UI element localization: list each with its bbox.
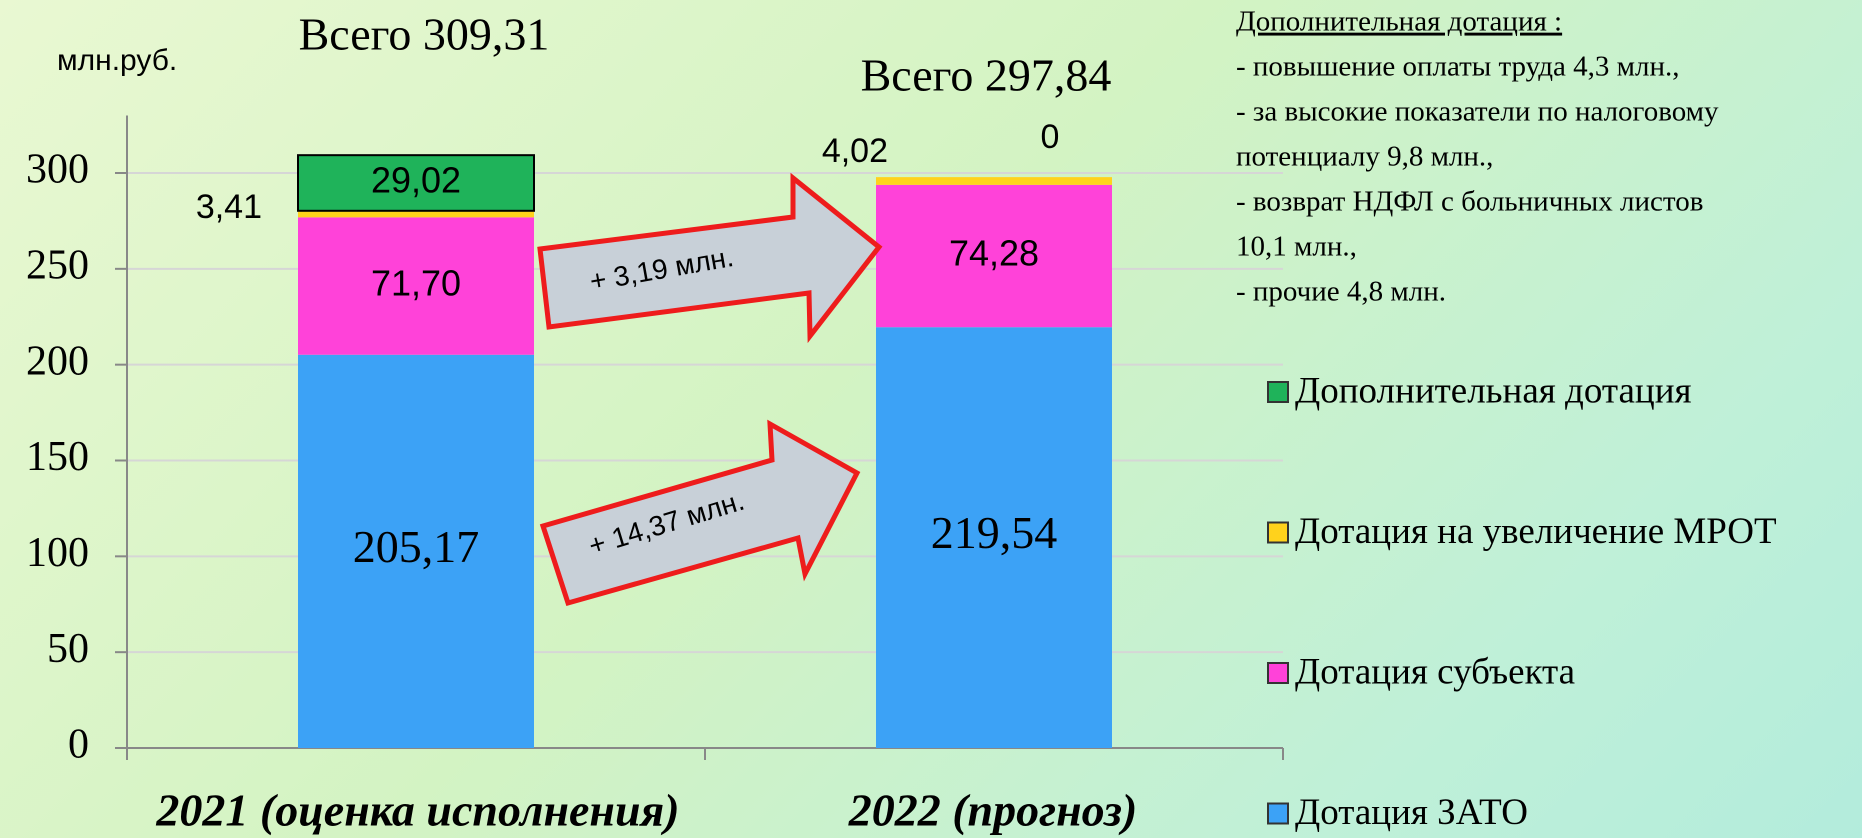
note-line: потенциалу 9,8 млн., [1236,141,1493,173]
data-label: 0 [1041,118,1060,156]
data-label: 71,70 [371,263,461,304]
y-tick-label: 150 [26,434,89,480]
x-tick-label: 2021 (оценка исполнения) [155,785,679,836]
total-label: Всего 309,31 [299,9,550,60]
y-tick-label: 100 [26,530,89,576]
bar-segment [298,354,534,748]
data-label: 205,17 [353,521,480,572]
y-tick-label: 250 [26,242,89,288]
note-title: Дополнительная дотация : [1236,6,1562,38]
data-label: 74,28 [949,233,1039,274]
note-line: - повышение оплаты труда 4,3 млн., [1236,51,1680,83]
bar-segment [297,154,535,212]
legend-swatch [1267,521,1289,544]
legend-swatch [1267,381,1289,403]
bar-segment [876,327,1112,748]
y-tick-label: 0 [68,722,89,768]
bar-segment [876,177,1112,185]
legend-label: Дотация на увеличение МРОТ [1295,511,1777,552]
bar-segment [876,184,1112,328]
y-tick-label: 300 [26,147,89,193]
note-line: - за высокие показатели по налоговому [1236,96,1719,128]
data-label: 29,02 [371,160,461,201]
note-line: 10,1 млн., [1236,231,1357,263]
legend-swatch [1267,802,1289,825]
legend-label: Дотация ЗАТО [1295,792,1528,833]
legend-label: Дотация субъекта [1295,651,1575,692]
bar-segment [298,217,534,355]
y-tick-label: 200 [26,338,89,384]
unit-label: млн.руб. [57,44,177,77]
note-line: - возврат НДФЛ с больничных листов [1236,186,1703,218]
data-label: 219,54 [931,507,1058,558]
total-label: Всего 297,84 [861,50,1112,101]
y-tick-label: 50 [47,626,89,672]
data-label: 4,02 [822,132,888,170]
legend-swatch [1267,662,1289,684]
legend-label: Дополнительная дотация [1295,370,1692,411]
bar-segment [298,210,534,218]
x-tick-label: 2022 (прогноз) [848,785,1138,836]
arrow [537,172,883,344]
data-label: 3,41 [196,188,262,226]
arrow [539,419,861,607]
note-line: - прочие 4,8 млн. [1236,276,1446,308]
